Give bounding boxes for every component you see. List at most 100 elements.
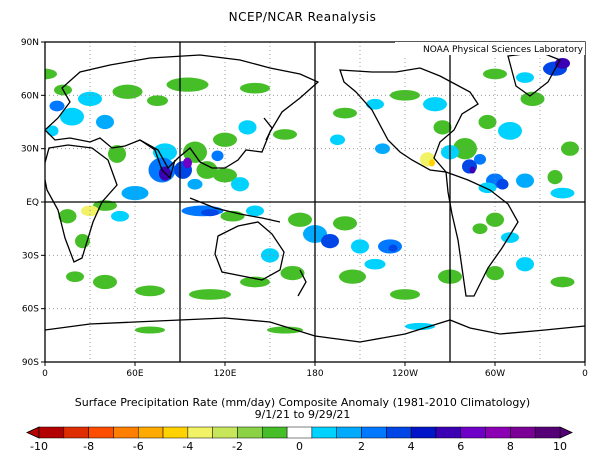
anomaly-patch <box>153 143 177 162</box>
anomaly-patch <box>135 285 165 297</box>
caption-block: Surface Precipitation Rate (mm/day) Comp… <box>0 396 605 421</box>
lon-tick-label: 0 <box>582 369 588 379</box>
colorbar-swatch <box>485 426 511 439</box>
colorbar-swatch <box>460 426 486 439</box>
colorbar-swatch <box>410 426 437 439</box>
colorbar-label: 0 <box>296 440 303 453</box>
anomaly-patch <box>375 143 390 155</box>
anomaly-patch <box>501 232 519 243</box>
colorbar-swatch <box>311 426 337 439</box>
coastline-indonesia <box>189 197 281 223</box>
lon-tick-label: 0 <box>42 369 48 379</box>
anomaly-patch <box>280 266 305 281</box>
credit-box <box>395 42 585 55</box>
anomaly-patch <box>520 91 545 106</box>
anomaly-patch <box>498 122 522 140</box>
anomaly-patch <box>333 107 357 119</box>
coastline-japan <box>263 117 273 141</box>
date-range: 9/1/21 to 9/29/21 <box>254 408 351 421</box>
colorbar-swatch <box>63 426 89 439</box>
anomaly-patch <box>478 182 497 194</box>
colorbar-label: 10 <box>553 440 567 453</box>
coastline-india <box>139 139 176 180</box>
anomaly-patch <box>388 244 398 252</box>
anomaly-patch <box>211 150 224 162</box>
anomaly-patch <box>240 82 270 94</box>
credit-label: NOAA Physical Sciences Laboratory <box>423 45 584 55</box>
colorbar-label: -8 <box>83 440 94 453</box>
colorbar-swatch <box>262 426 288 439</box>
colorbar-label: -6 <box>133 440 144 453</box>
colorbar-label: -2 <box>232 440 243 453</box>
anomaly-patch <box>364 258 386 270</box>
anomaly-patch <box>201 209 219 217</box>
anomaly-patch <box>472 223 488 235</box>
coastline-north-america <box>339 67 479 173</box>
anomaly-patch <box>213 168 237 183</box>
anomaly-patch <box>486 266 504 281</box>
coastline-africa <box>45 144 118 263</box>
colorbar-label: -10 <box>30 440 48 453</box>
anomaly-patch <box>96 114 114 130</box>
anomaly-patch <box>111 210 129 222</box>
anomaly-patch <box>330 134 345 146</box>
colorbar-labels: -10 -8 -6 -4 -2 0 2 4 6 8 10 <box>30 440 567 453</box>
anomaly-patch <box>166 77 209 92</box>
map-title: NCEP/NCAR Reanalysis <box>228 10 377 24</box>
colorbar-swatches <box>26 426 573 439</box>
anomaly-patch <box>93 274 117 290</box>
anomaly-patch <box>486 212 504 227</box>
coastline-eurasia <box>45 54 320 170</box>
frame-lines <box>45 42 585 362</box>
colorbar-label: -4 <box>182 440 193 453</box>
anomaly-patch <box>333 216 357 231</box>
lat-tick-label: 60S <box>22 305 39 315</box>
colorbar-swatch <box>187 426 213 439</box>
caption-text: Surface Precipitation Rate (mm/day) Comp… <box>74 396 531 409</box>
anomaly-patch <box>339 269 366 284</box>
coastline-australia <box>214 221 285 281</box>
lon-tick-label: 60W <box>485 369 505 379</box>
colorbar-swatch <box>534 426 561 439</box>
lon-tick-label: 120E <box>214 369 237 379</box>
anomaly-patch <box>213 132 237 147</box>
anomaly-patch <box>273 129 297 140</box>
anomaly-patch <box>58 209 77 224</box>
lat-tick-label: 90N <box>21 38 39 48</box>
anomaly-patch <box>108 145 126 163</box>
colorbar-swatch <box>435 426 462 439</box>
lon-tick-label: 60E <box>126 369 143 379</box>
anomaly-patch <box>112 84 143 99</box>
anomaly-patch <box>478 114 497 130</box>
anomaly-patch <box>516 72 534 83</box>
anomaly-patch <box>187 178 203 190</box>
anomaly-patch <box>196 161 218 179</box>
anomaly-patch <box>423 97 447 112</box>
anomaly-patch <box>45 68 57 80</box>
anomaly-patch <box>231 177 249 192</box>
colorbar-swatch <box>137 426 164 439</box>
lat-tick-label: 30S <box>22 251 39 261</box>
anomaly-patch <box>429 159 435 167</box>
colorbar-swatch <box>88 426 114 439</box>
anomaly-patch <box>246 205 264 217</box>
coastline-new-zealand <box>297 269 307 297</box>
anomaly-patch <box>366 98 384 110</box>
colorbar-swatch <box>286 426 313 439</box>
lat-tick-label: EQ <box>26 198 39 208</box>
anomaly-patch <box>550 276 575 288</box>
colorbar-swatch <box>38 426 65 439</box>
anomaly-patch <box>555 58 570 69</box>
lat-tick-label: 90S <box>22 358 39 368</box>
anomaly-patch <box>405 322 435 331</box>
lon-tick-label: 120W <box>392 369 418 379</box>
coastline-south-america <box>445 171 519 297</box>
colorbar-swatch <box>361 426 387 439</box>
anomaly-patch <box>135 326 165 334</box>
anomaly-patch <box>267 326 303 334</box>
anomaly-patch <box>49 100 65 112</box>
anomaly-patch <box>469 166 476 174</box>
colorbar-low-arrow <box>26 426 40 439</box>
colorbar-swatch <box>237 426 263 439</box>
